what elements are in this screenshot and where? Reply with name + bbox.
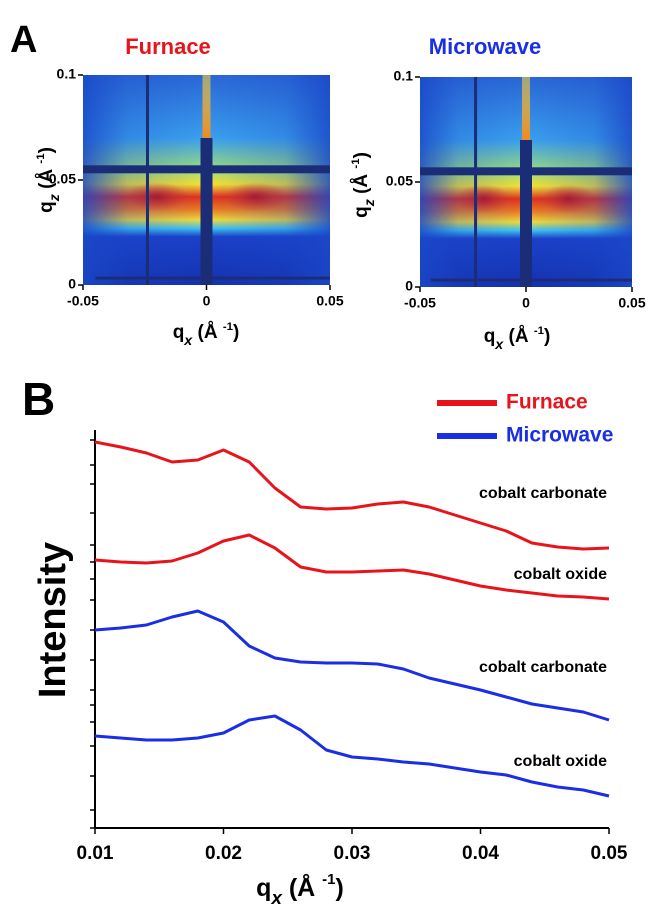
axis-label-part: x [183,333,193,349]
axis-label-part: ) [336,874,344,902]
axis-label-part: -1 [534,325,545,337]
chart-title: Furnace [125,34,211,59]
beam-stop [420,167,632,176]
axis-label-part: -1 [322,871,335,888]
axis-label-part: z [47,193,63,202]
axis-label-part: -1 [350,158,362,169]
data-line [94,440,610,551]
x-tick-label: -0.05 [67,293,99,309]
axis-label: qz (Å -1) [350,152,378,218]
axis-label-part: (Å [36,164,57,195]
beam-stop [474,77,478,287]
beam-stop [200,138,213,285]
legend-label: Furnace [506,391,588,414]
beam-stop [430,278,632,282]
axis-label-part: q [484,326,496,347]
y-tick-label: 0.05 [386,173,413,189]
x-tick-label: 0.04 [462,843,499,864]
axis-label: qz (Å -1) [35,147,63,213]
curve-label: cobalt carbonate [479,485,607,502]
axis-label-part: (Å [351,169,372,200]
beam-stop [95,276,330,280]
x-tick-label: 0.01 [77,843,114,864]
axis-label: Intensity [32,542,74,698]
panel-label: A [10,19,37,61]
beam-stop [145,75,149,285]
x-tick-label: 0 [522,295,530,311]
axis-label-part: (Å [503,326,534,347]
beam-stop [83,165,330,174]
x-tick-label: 0 [203,293,211,309]
axis-label-part: -1 [35,153,47,164]
curve-label: cobalt oxide [514,753,607,770]
curve-label: cobalt oxide [514,566,607,583]
axis-label-part: z [362,198,378,207]
heatmap-streak [202,75,211,180]
x-tick-label: 0.03 [334,843,371,864]
axis-label-part: (Å [192,322,223,343]
data-line [94,609,610,722]
axis-label-part: ) [351,152,372,158]
legend-label: Microwave [506,424,613,447]
axis-label-part: q [36,201,57,213]
axis-label-part: q [256,874,271,902]
axis-label: qx (Å -1) [256,871,344,907]
y-tick-label: 0.1 [394,68,414,84]
x-tick-label: 0.05 [591,843,628,864]
axis-label: qx (Å -1) [484,325,551,353]
x-tick-label: 0.05 [316,293,343,309]
axis-label-part: ) [544,326,550,347]
x-tick-label: 0.02 [205,843,242,864]
x-tick-label: 0.05 [618,295,645,311]
panel-label: B [22,373,55,425]
axis-label-part: ) [36,147,57,153]
axis-label-part: (Å [282,873,322,902]
y-tick-label: 0 [405,278,413,294]
axis-label-part: q [351,206,372,218]
axis-label: qx (Å -1) [173,321,240,349]
axis-label-part: x [270,887,283,907]
data-line [94,533,610,601]
x-tick-label: -0.05 [404,295,436,311]
axis-label-part: -1 [223,321,234,333]
heatmap-streak [522,77,530,182]
axis-label-part: ) [233,322,239,343]
data-line [94,714,610,798]
y-tick-label: 0.05 [49,171,76,187]
curve-label: cobalt carbonate [479,659,607,676]
axis-label-part: x [494,337,504,353]
y-tick-label: 0 [68,276,76,292]
y-tick-label: 0.1 [57,66,77,82]
beam-stop [520,140,532,287]
chart-title: Microwave [429,34,542,59]
axis-label-part: q [173,322,185,343]
